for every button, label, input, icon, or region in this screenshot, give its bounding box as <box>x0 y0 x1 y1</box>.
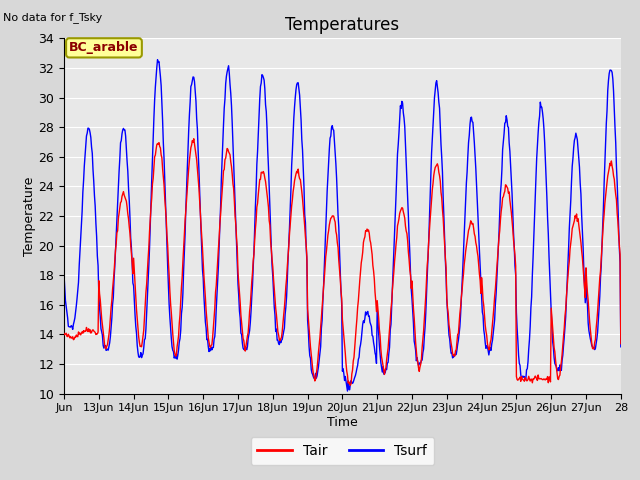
Title: Temperatures: Temperatures <box>285 16 399 34</box>
Text: No data for f_Tsky: No data for f_Tsky <box>3 12 102 23</box>
Text: BC_arable: BC_arable <box>69 41 139 54</box>
Legend: Tair, Tsurf: Tair, Tsurf <box>250 437 435 465</box>
X-axis label: Time: Time <box>327 416 358 429</box>
Y-axis label: Temperature: Temperature <box>22 176 36 256</box>
